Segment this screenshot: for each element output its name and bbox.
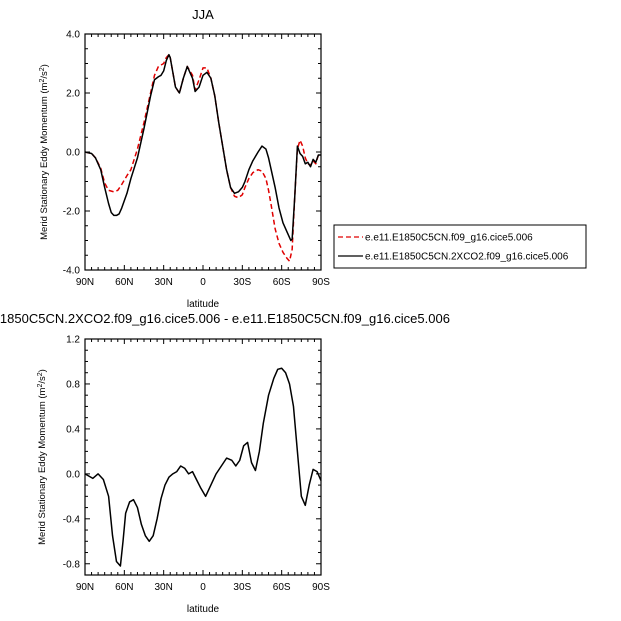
bottom-chart-title: e.e11.E1850C5CN.2XCO2.f09_g16.cice5.006 … xyxy=(0,311,450,326)
legend-label-1: e.e11.E1850C5CN.2XCO2.f09_g16.cice5.006 xyxy=(365,252,569,263)
bottom-ytick-label: 0.0 xyxy=(66,469,80,480)
bottom-series-line-0 xyxy=(84,367,322,567)
bottom-xtick-label: 90S xyxy=(312,582,330,593)
top-xtick-label: 0 xyxy=(200,277,206,288)
top-ytick-label: -4.0 xyxy=(63,266,81,277)
top-chart-lines xyxy=(84,53,321,262)
bottom-xtick-label: 30S xyxy=(233,582,251,593)
top-series-line-1 xyxy=(84,53,321,242)
top-xtick-label: 90S xyxy=(312,277,330,288)
top-xtick-label: 30S xyxy=(233,277,251,288)
bottom-ytick-label: -0.8 xyxy=(63,559,81,570)
top-xtick-label: 60N xyxy=(115,277,133,288)
legend: e.e11.E1850C5CN.f09_g16.cice5.006 e.e11.… xyxy=(333,224,587,269)
bottom-ytick-label: -0.4 xyxy=(63,514,81,525)
bottom-ytick-label: 0.4 xyxy=(66,424,80,435)
bottom-xtick-label: 60S xyxy=(273,582,291,593)
top-ytick-label: 2.0 xyxy=(66,89,80,100)
top-chart-ylabel: Merid Stationary Eddy Momentum (m2/s2) xyxy=(39,64,51,240)
top-ytick-label: 4.0 xyxy=(66,30,80,41)
bottom-xtick-label: 30N xyxy=(154,582,172,593)
top-xtick-label: 30N xyxy=(154,277,172,288)
bottom-chart-lines xyxy=(84,367,322,567)
bottom-chart-ylabel: Merid Stationary Eddy Momentum (m2/s2) xyxy=(37,369,49,545)
top-ytick-label: 0.0 xyxy=(66,148,80,159)
top-chart-title: JJA xyxy=(192,7,214,22)
bottom-xtick-label: 0 xyxy=(200,582,206,593)
bottom-chart-ticks: 90N 60N 30N 0 30S 60S 90S -0.8 -0.4 0.0 0.4 0.8 1.2 xyxy=(63,335,330,594)
bottom-chart: e.e11.E1850C5CN.2XCO2.f09_g16.cice5.006 … xyxy=(0,311,450,615)
legend-frame xyxy=(333,224,587,269)
bottom-chart-xlabel: latitude xyxy=(187,604,220,615)
bottom-ytick-label: 0.8 xyxy=(66,379,80,390)
bottom-xtick-label: 60N xyxy=(115,582,133,593)
top-xtick-label: 60S xyxy=(273,277,291,288)
bottom-ytick-label: 1.2 xyxy=(66,335,80,346)
bottom-xtick-label: 90N xyxy=(76,582,94,593)
top-xtick-label: 90N xyxy=(76,277,94,288)
top-ytick-label: -2.0 xyxy=(63,207,81,218)
top-chart-ticks: 90N 60N 30N 0 30S 60S 90S -4.0 -2.0 0.0 2.0 4.0 xyxy=(63,30,330,289)
top-chart-xlabel: latitude xyxy=(187,299,220,310)
legend-label-0: e.e11.E1850C5CN.f09_g16.cice5.006 xyxy=(365,233,533,244)
top-chart: JJA 90N 60N 30N 0 30S 60S 90S -4.0 -2.0 0.0 2.0 4.0… xyxy=(39,7,587,310)
